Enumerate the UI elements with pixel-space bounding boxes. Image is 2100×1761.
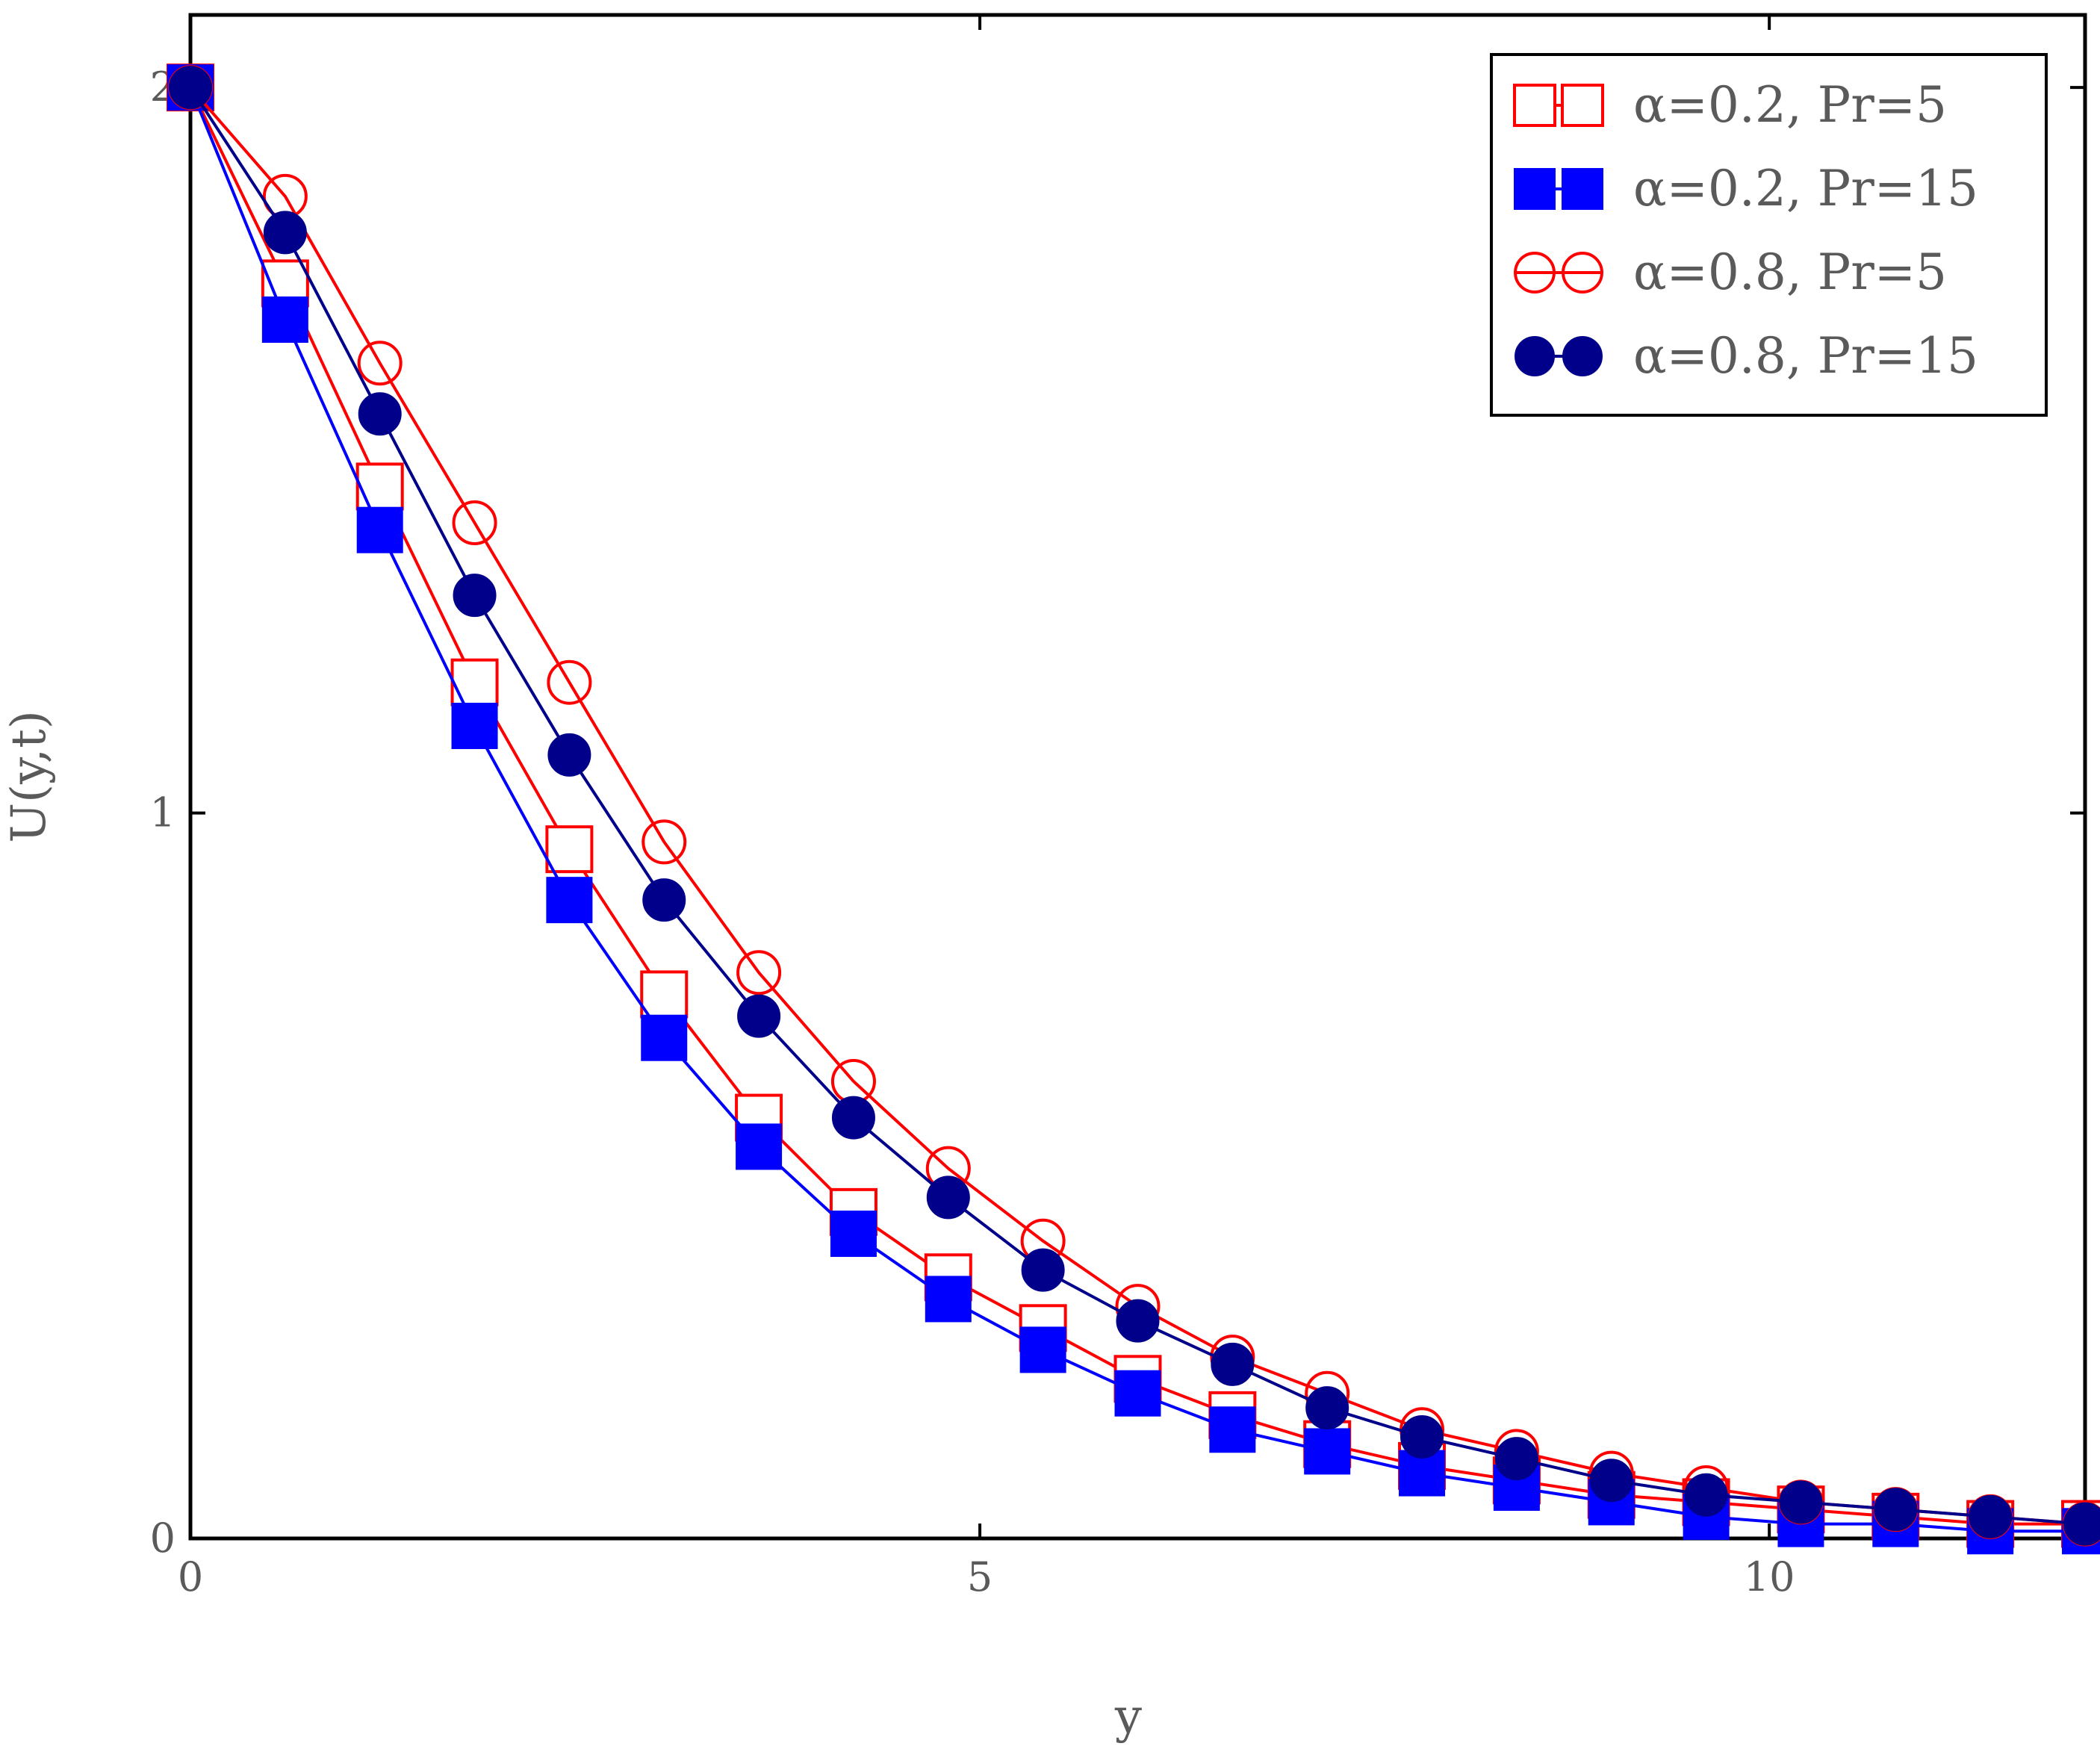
legend-label-4: α=0.8, Pr=15 <box>1633 327 1978 385</box>
x-axis-label: y <box>1114 1689 1142 1745</box>
x-tick-label-1: 5 <box>967 1553 992 1600</box>
series-4-point-5 <box>642 878 686 922</box>
legend-label-3: α=0.8, Pr=5 <box>1633 243 1947 301</box>
legend: α=0.2, Pr=5 α=0.2, Pr=15 α=0.8, Pr=5 α=0.8,… <box>1490 53 2048 417</box>
legend-marker-1a <box>1513 84 1556 127</box>
series-2-point-12 <box>1304 1428 1351 1475</box>
legend-marker-1b <box>1561 84 1604 127</box>
series-4-point-11 <box>1211 1342 1255 1386</box>
series-1-point-4 <box>545 825 594 874</box>
x-tick-label-2: 10 <box>1744 1553 1795 1600</box>
series-1-point-3 <box>450 658 499 706</box>
series-2-point-2 <box>356 506 403 553</box>
series-2-point-4 <box>546 877 593 924</box>
series-3-point-3 <box>452 500 497 545</box>
legend-label-1: α=0.2, Pr=5 <box>1633 76 1947 134</box>
series-4-point-7 <box>831 1096 875 1140</box>
series-4-point-13 <box>1400 1415 1444 1459</box>
series-4-point-9 <box>1021 1248 1065 1292</box>
series-4-point-12 <box>1305 1386 1349 1430</box>
series-2-point-11 <box>1209 1406 1256 1453</box>
series-2-point-7 <box>830 1211 877 1257</box>
series-4-point-1 <box>263 211 307 255</box>
legend-item-1: α=0.2, Pr=5 <box>1513 76 1947 134</box>
series-3-point-4 <box>547 659 592 705</box>
legend-label-2: α=0.2, Pr=15 <box>1633 160 1978 217</box>
series-4-point-4 <box>547 733 591 777</box>
series-4-point-19 <box>1969 1494 2013 1538</box>
series-4-point-15 <box>1589 1459 1633 1503</box>
series-2-point-9 <box>1019 1326 1066 1373</box>
series-4-point-3 <box>453 574 497 618</box>
series-4-point-2 <box>358 392 402 436</box>
series-2-point-10 <box>1114 1370 1161 1417</box>
series-4-point-17 <box>1779 1480 1823 1524</box>
series-layer <box>167 63 2100 1555</box>
legend-marker-2a <box>1514 168 1556 210</box>
series-2-point-5 <box>641 1014 688 1061</box>
series-4-point-20 <box>2063 1502 2100 1546</box>
series-4-point-0 <box>169 66 212 110</box>
y-tick-label-1: 1 <box>150 789 175 836</box>
series-4-point-6 <box>737 994 781 1038</box>
series-2-point-3 <box>451 703 498 749</box>
x-tick-label-0: 0 <box>178 1553 203 1600</box>
series-1-point-2 <box>355 462 404 511</box>
series-4-point-14 <box>1494 1437 1538 1481</box>
legend-marker-2b <box>1562 168 1603 210</box>
legend-item-4: α=0.8, Pr=15 <box>1515 327 1978 385</box>
series-3-point-5 <box>642 819 687 865</box>
legend-marker-4b <box>1562 336 1603 376</box>
series-4-point-8 <box>926 1175 970 1220</box>
series-4 <box>169 66 2100 1546</box>
series-4-point-10 <box>1116 1299 1160 1343</box>
legend-item-3: α=0.8, Pr=5 <box>1514 243 1947 301</box>
legend-marker-4a <box>1515 336 1555 376</box>
legend-marker-3a <box>1514 252 1556 294</box>
y-tick-label-0: 0 <box>150 1515 175 1562</box>
legend-marker-3b <box>1562 252 1603 294</box>
series-3-point-2 <box>357 341 403 386</box>
series-4-point-16 <box>1684 1473 1728 1517</box>
series-2-point-8 <box>925 1276 972 1323</box>
legend-item-2: α=0.2, Pr=15 <box>1514 160 1978 217</box>
series-2-point-6 <box>736 1123 783 1170</box>
series-4-point-18 <box>1874 1488 1918 1532</box>
y-axis-label: U(y,t) <box>1 710 57 843</box>
series-2-point-1 <box>261 296 308 343</box>
series-1-point-5 <box>640 970 689 1019</box>
series-3-point-6 <box>736 950 782 996</box>
